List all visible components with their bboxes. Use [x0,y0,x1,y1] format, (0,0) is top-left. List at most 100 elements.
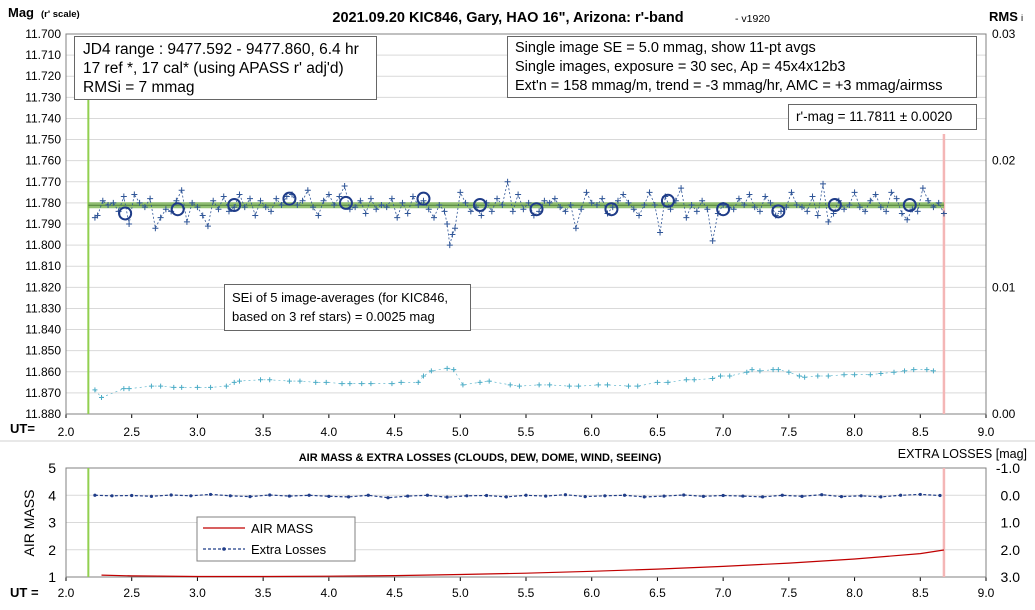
extra-losses-point [149,494,154,498]
rmsi-point [313,379,319,385]
single-image-point [883,208,890,215]
rmsi-point [825,373,831,379]
single-image-point [872,191,879,198]
single-image-point [299,197,306,204]
y2-tick-label: -1.0 [996,460,1020,476]
extra-losses-point [622,493,627,497]
single-image-point [215,206,222,213]
single-image-point [541,197,548,204]
rmsi-point [194,384,200,390]
y-tick-label: 11.710 [25,48,61,62]
rmsi-point [802,374,808,380]
single-image-point [704,206,711,213]
single-image-point [431,214,437,221]
single-image-point [420,197,427,204]
se-text: Single image SE = 5.0 mmag, show 11-pt a… [515,40,816,56]
single-image-point [593,202,600,208]
rmsi-point [626,383,632,389]
single-image-point [504,178,511,185]
rmsi-point [635,383,641,389]
x-tick-label: 6.0 [583,586,600,600]
y-tick-label: 11.760 [25,154,61,168]
single-image-point [730,206,737,213]
rmsi-point [98,395,104,401]
single-image-point [546,199,553,206]
y2-tick-label: 0.0 [1001,487,1021,503]
extra-losses-point [366,493,370,497]
y2-tick-label: 1.0 [1001,515,1021,531]
extra-losses-point [189,494,193,498]
extra-losses-point [760,495,765,499]
extra-losses-point [820,493,824,497]
single-image-point [688,202,695,208]
rmsi-point [718,373,724,379]
x-tick-label: 6.5 [649,425,666,439]
single-image-point [331,202,338,208]
single-image-point [94,212,101,219]
extra-losses-point [563,493,568,497]
y-tick-label: 11.770 [25,175,61,189]
info-box-observation: JD4 range : 9477.592 - 9477.860, 6.4 hr … [74,36,377,100]
rmsi-point [770,367,776,373]
rmsi-point [815,373,821,379]
y-tick-label: 11.720 [25,69,61,83]
single-image-point [814,212,821,219]
single-image-point [409,193,416,200]
extra-losses-point [307,493,311,497]
single-image-point [204,223,211,230]
y-tick-label: 11.800 [25,238,61,252]
single-image-point [126,221,133,227]
single-image-point [462,199,469,206]
single-image-point [799,204,805,211]
extra-losses-point [603,494,607,498]
extra-losses-point [484,493,489,498]
x-tick-label: 7.5 [781,425,798,439]
rmsi-point [258,377,264,383]
single-image-point [599,195,606,202]
single-image-point [699,197,706,204]
rmsi-point [796,373,802,379]
rmsi-point [398,379,404,385]
single-image-point [877,204,884,211]
rmsi-point [604,382,610,388]
x-tick-label: 3.0 [189,586,206,600]
rmsi-text: RMSi = 7 mmag [83,79,195,96]
extra-losses-point [248,495,252,499]
rmsi-point [92,387,98,393]
average-point [604,202,619,217]
single-image-point [557,204,564,211]
single-image-point [136,199,143,206]
extra-losses-point [406,494,410,498]
rmsi-point [428,368,434,374]
single-image-point [189,199,196,206]
y-tick-label: 11.880 [25,407,61,421]
single-image-point [846,202,853,208]
extra-losses-point [839,495,844,499]
rmsi-point [654,379,660,385]
average-point [827,198,842,212]
x-tick-label: 5.5 [518,586,535,600]
single-image-point [152,225,159,232]
single-image-point [367,195,374,202]
y2-axis-label: RMS [989,9,1018,24]
extra-losses-point [918,492,922,497]
x-tick-label: 5.0 [452,586,469,600]
rmsi-point [547,382,553,388]
rmsi-point [749,367,755,373]
single-image-point [120,193,127,200]
y-tick-label: 11.730 [25,90,61,104]
rmsi-point [286,378,292,384]
single-image-point [756,208,763,215]
rmsi-point [867,372,873,378]
single-image-point [783,204,790,211]
x-tick-label: 8.5 [912,425,929,439]
single-image-point [257,197,264,204]
single-image-point [862,208,869,215]
single-image-point [399,199,406,206]
single-image-point [183,218,190,225]
rmsi-point [486,378,492,384]
single-image-point [378,202,385,208]
rmsi-point [536,382,542,388]
single-image-point [515,191,522,198]
legend-airmass-label: AIR MASS [251,521,313,536]
